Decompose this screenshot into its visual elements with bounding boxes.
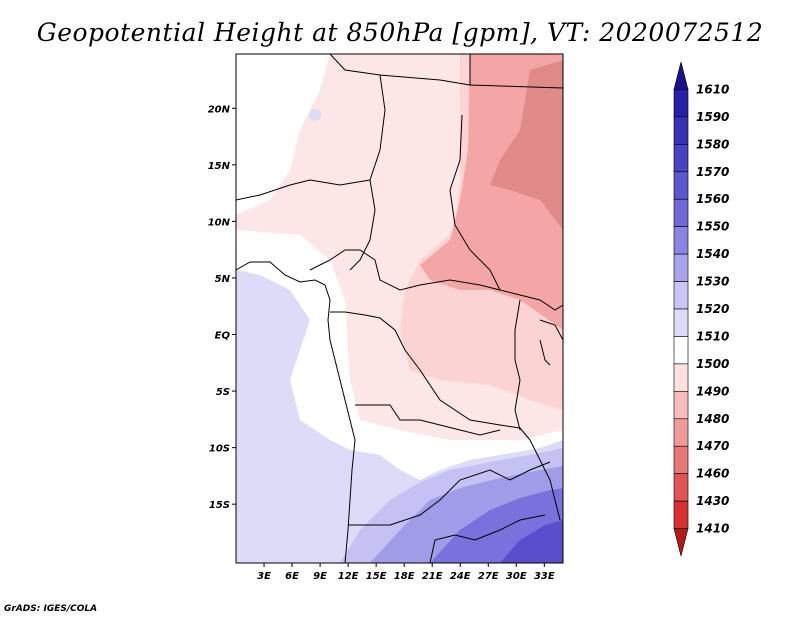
colorbar-swatch xyxy=(673,391,689,420)
lat-label: 15S xyxy=(209,500,230,511)
colorbar-swatch xyxy=(673,116,689,145)
lon-label: 33E xyxy=(534,571,555,582)
border-north xyxy=(329,54,471,86)
colorbar-label: 1610 xyxy=(696,82,729,96)
map-frame xyxy=(235,53,564,564)
field-blue-spot xyxy=(309,109,321,121)
colorbar-swatch xyxy=(673,144,689,173)
lon-label: 18E xyxy=(394,571,415,582)
lat-label: 10S xyxy=(209,444,230,455)
colorbar-label: 1540 xyxy=(696,247,729,261)
colorbar-swatch xyxy=(673,89,689,118)
border-car xyxy=(309,249,501,291)
border-east-lakes xyxy=(514,299,521,431)
colorbar-swatch xyxy=(673,336,689,365)
border-sahel xyxy=(236,179,371,201)
colorbar-swatch xyxy=(673,363,689,392)
lat-label: 5S xyxy=(216,387,230,398)
colorbar-label: 1550 xyxy=(696,220,729,234)
colorbar-swatch xyxy=(673,281,689,310)
lat-label: 10N xyxy=(208,217,231,228)
lat-label: 20N xyxy=(208,104,231,115)
colorbar-label: 1480 xyxy=(696,412,729,426)
lon-label: 6E xyxy=(285,571,299,582)
colorbar: 1610 1590 1580 1570 1560 1550 1540 1530 1520 1510… xyxy=(673,61,729,557)
lon-label: 12E xyxy=(338,571,359,582)
colorbar-label: 1500 xyxy=(696,357,729,371)
lat-label: EQ xyxy=(215,331,231,342)
colorbar-label: 1470 xyxy=(696,439,729,453)
colorbar-swatch xyxy=(673,253,689,282)
colorbar-swatch xyxy=(673,198,689,227)
colorbar-label: 1580 xyxy=(696,137,729,151)
colorbar-label: 1560 xyxy=(696,192,729,206)
field-red-dark xyxy=(490,60,563,230)
colorbar-label: 1520 xyxy=(696,302,729,316)
lat-axis: 20N 15N 10N 5N EQ 5S 10S 15S xyxy=(208,104,236,511)
colorbar-swatch xyxy=(673,226,689,255)
colorbar-swatch xyxy=(673,445,689,474)
border-angola-south xyxy=(348,461,551,526)
field-white-nw xyxy=(236,54,330,215)
lon-label: 21E xyxy=(422,571,443,582)
border-zambia xyxy=(429,514,546,563)
colorbar-label: 1570 xyxy=(696,165,729,179)
colorbar-cap-top xyxy=(673,61,689,90)
border-malawi xyxy=(529,439,561,521)
border-chad-sudan xyxy=(449,114,563,311)
colorbar-cap-bottom xyxy=(673,528,689,557)
lat-label: 15N xyxy=(208,161,231,172)
coastline-west xyxy=(236,261,356,563)
border-congo xyxy=(330,311,531,441)
lon-label: 24E xyxy=(450,571,471,582)
colorbar-swatch xyxy=(673,473,689,502)
grads-credit: GrADS: IGES/COLA xyxy=(4,604,98,614)
lon-label: 9E xyxy=(313,571,327,582)
colorbar-label: 1530 xyxy=(696,275,729,289)
colorbar-label: 1510 xyxy=(696,329,729,343)
lon-label: 27E xyxy=(478,571,499,582)
height-field xyxy=(236,54,563,563)
colorbar-label: 1410 xyxy=(696,522,729,536)
lon-label: 3E xyxy=(257,571,271,582)
field-blue-dark xyxy=(500,520,563,563)
borders xyxy=(236,54,563,563)
colorbar-label: 1490 xyxy=(696,384,729,398)
field-blue-pale-edge xyxy=(236,270,248,563)
map-title: Geopotential Height at 850hPa [gpm], VT:… xyxy=(36,18,764,47)
border-uganda xyxy=(539,319,563,341)
colorbar-label: 1590 xyxy=(696,110,729,124)
border-niger-chad xyxy=(349,74,386,271)
lon-label: 30E xyxy=(506,571,527,582)
lat-label: 5N xyxy=(215,274,231,285)
colorbar-label: 1430 xyxy=(696,494,729,508)
colorbar-label: 1460 xyxy=(696,467,729,481)
colorbar-swatch xyxy=(673,171,689,200)
lon-label: 15E xyxy=(366,571,387,582)
colorbar-swatch xyxy=(673,308,689,337)
border-ne xyxy=(469,84,563,89)
colorbar-swatch xyxy=(673,500,689,529)
border-angola-north xyxy=(355,404,501,436)
colorbar-swatch xyxy=(673,418,689,447)
lon-axis: 3E 6E 9E 12E 15E 18E 21E 24E 27E 30E 33E xyxy=(257,563,555,582)
border-lake-victoria xyxy=(539,339,551,366)
